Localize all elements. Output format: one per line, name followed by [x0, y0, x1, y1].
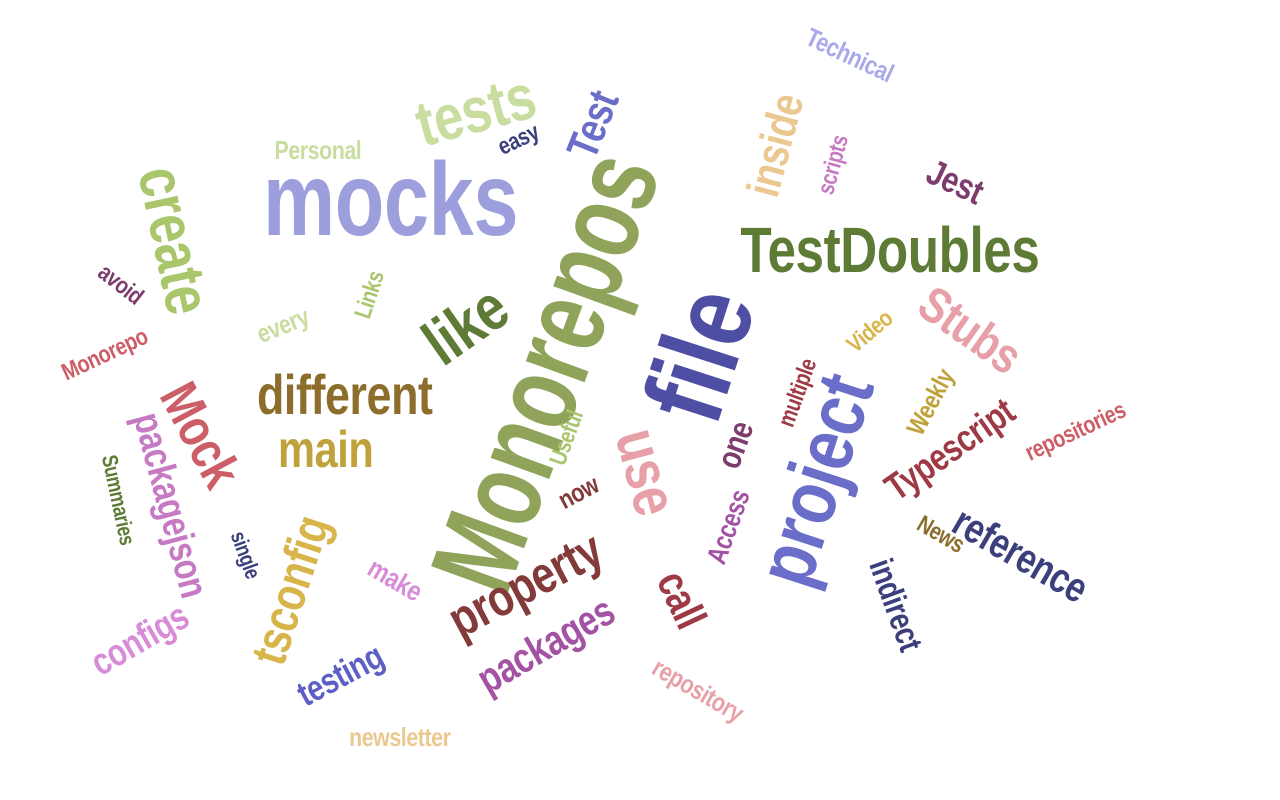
word-avoid: avoid — [92, 258, 149, 311]
word-repositories: repositories — [1020, 396, 1130, 467]
word-main: main — [277, 421, 373, 479]
word-jest: Jest — [920, 150, 990, 213]
word-use: use — [601, 421, 691, 523]
word-testdoubles: TestDoubles — [740, 214, 1040, 286]
word-every: every — [251, 301, 313, 349]
word-single: single — [225, 527, 266, 582]
word-reference: reference — [944, 497, 1096, 612]
word-inside: inside — [736, 88, 814, 202]
word-tsconfig: tsconfig — [240, 508, 341, 672]
word-mocks: mocks — [262, 142, 518, 258]
word-project: project — [738, 363, 891, 597]
word-scripts: scripts — [811, 132, 854, 198]
word-repository: repository — [647, 651, 749, 729]
word-different: different — [256, 363, 433, 426]
word-newsletter: newsletter — [349, 722, 451, 752]
word-call: call — [646, 563, 715, 637]
word-stubs: Stubs — [908, 274, 1033, 386]
word-configs: configs — [83, 595, 196, 685]
word-monorepo: Monorepo — [57, 322, 153, 387]
word-personal: Personal — [274, 135, 362, 165]
word-links: Links — [349, 267, 390, 322]
word-technical: Technical — [801, 21, 899, 89]
word-testing: testing — [289, 634, 390, 715]
word-file: file — [619, 273, 780, 437]
word-summaries: Summaries — [96, 452, 141, 548]
word-indirect: indirect — [860, 553, 930, 657]
word-typescript: Typescript — [877, 390, 1023, 510]
word-video: Video — [841, 304, 899, 359]
